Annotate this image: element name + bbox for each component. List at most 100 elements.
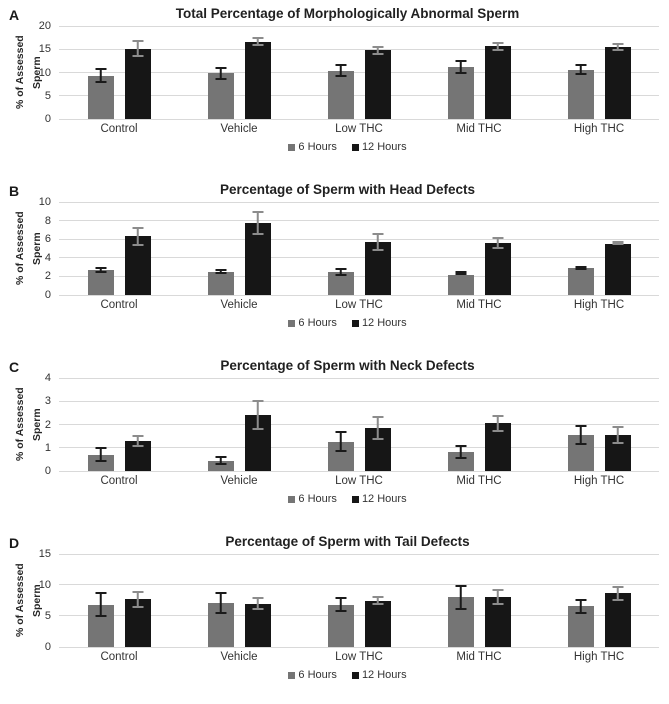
error-bar <box>612 426 623 444</box>
error-bar <box>372 595 383 606</box>
bar-slot <box>567 202 594 295</box>
plot-area <box>59 201 659 296</box>
legend-swatch-icon <box>351 143 359 151</box>
legend-item: 12 Hours <box>351 669 407 681</box>
legend-swatch-icon <box>351 671 359 679</box>
bar-slot <box>604 202 631 295</box>
legend-label: 6 Hours <box>298 141 337 153</box>
bar-slot <box>244 378 271 471</box>
bar-slot <box>604 26 631 119</box>
panel-label: A <box>9 7 20 23</box>
x-axis-labels: Control Vehicle Low THC Mid THC High THC <box>59 119 659 138</box>
error-bar <box>215 592 226 614</box>
bar-slot <box>124 26 151 119</box>
x-category-label: Mid THC <box>456 474 502 487</box>
bar-slot <box>364 202 391 295</box>
bar <box>327 70 354 119</box>
legend-swatch-icon <box>288 143 296 151</box>
bar <box>207 271 234 295</box>
bar-group-vehicle <box>179 554 299 647</box>
x-category-label: Low THC <box>335 650 383 663</box>
x-category-label: Low THC <box>335 474 383 487</box>
bar <box>244 603 271 647</box>
bar-slot <box>327 554 354 647</box>
bar-slot <box>207 202 234 295</box>
x-category-label: High THC <box>573 122 625 135</box>
bar-slot <box>124 378 151 471</box>
gridline <box>59 201 659 203</box>
error-bar <box>575 265 586 271</box>
y-tick-label: 4 <box>44 372 51 384</box>
error-bar <box>612 241 623 246</box>
legend-item: 12 Hours <box>351 141 407 153</box>
bar <box>87 454 114 471</box>
x-category-label: Mid THC <box>456 298 502 311</box>
bar-slot <box>124 202 151 295</box>
panel-c: C Percentage of Sperm with Neck Defects … <box>0 352 669 528</box>
x-category-label: Control <box>100 298 138 311</box>
legend-item: 6 Hours <box>288 493 337 505</box>
bar-groups <box>59 554 659 647</box>
y-tick-label: 20 <box>38 20 51 32</box>
y-tick-label: 15 <box>38 548 51 560</box>
error-bar <box>335 267 346 276</box>
bar-slot <box>364 26 391 119</box>
chart-area: % of Assessed Sperm 0 5 10 15 <box>12 548 659 653</box>
bar-slot <box>124 554 151 647</box>
bar <box>87 269 114 295</box>
legend-swatch-icon <box>288 495 296 503</box>
y-tick-label: 2 <box>44 418 51 431</box>
error-bar <box>132 434 143 448</box>
legend-label: 6 Hours <box>298 669 337 681</box>
panel-label: C <box>9 359 20 375</box>
bar-slot <box>244 554 271 647</box>
gridline <box>59 95 659 97</box>
bar <box>124 236 151 295</box>
bar-slot <box>484 202 511 295</box>
bar-group-low-thc <box>299 202 419 295</box>
bar <box>447 452 474 471</box>
bar <box>484 46 511 119</box>
error-bar <box>492 42 503 51</box>
bar-group-mid-thc <box>419 26 539 119</box>
bar-slot <box>87 554 114 647</box>
x-category-label: High THC <box>573 650 625 663</box>
bar-slot <box>244 202 271 295</box>
y-tick-label: 5 <box>44 89 51 102</box>
x-axis-labels: Control Vehicle Low THC Mid THC High THC <box>59 295 659 314</box>
legend-swatch-icon <box>351 319 359 327</box>
error-bar <box>95 447 106 463</box>
legend-label: 6 Hours <box>298 317 337 329</box>
error-bar <box>455 271 466 276</box>
y-axis-label: % of Assessed Sperm <box>14 387 43 462</box>
bar-slot <box>207 554 234 647</box>
panel-label: D <box>9 535 20 551</box>
bar <box>604 244 631 295</box>
bar-slot <box>87 202 114 295</box>
x-category-label: Vehicle <box>220 298 258 311</box>
bar-group-vehicle <box>179 378 299 471</box>
legend-item: 6 Hours <box>288 141 337 153</box>
bar-group-vehicle <box>179 202 299 295</box>
x-category-label: Control <box>100 650 138 663</box>
legend-label: 12 Hours <box>361 493 407 505</box>
gridline <box>59 25 659 27</box>
error-bar <box>455 445 466 460</box>
x-category-label: Control <box>100 474 138 487</box>
panel-d: D Percentage of Sperm with Tail Defects … <box>0 528 669 704</box>
legend-item: 12 Hours <box>351 493 407 505</box>
y-axis-label: % of Assessed Sperm <box>14 35 43 110</box>
legend-item: 12 Hours <box>351 317 407 329</box>
bar <box>364 600 391 647</box>
gridline <box>59 470 659 472</box>
error-bar <box>372 416 383 440</box>
plot-area <box>59 377 659 472</box>
bar-groups <box>59 378 659 471</box>
y-axis-label: % of Assessed Sperm <box>14 211 43 286</box>
error-bar <box>372 232 383 252</box>
y-axis-ticks: 0 5 10 15 <box>29 548 59 653</box>
bar-slot <box>364 378 391 471</box>
y-tick-label: 5 <box>44 610 51 622</box>
bar-group-high-thc <box>539 378 659 471</box>
bar-slot <box>447 26 474 119</box>
